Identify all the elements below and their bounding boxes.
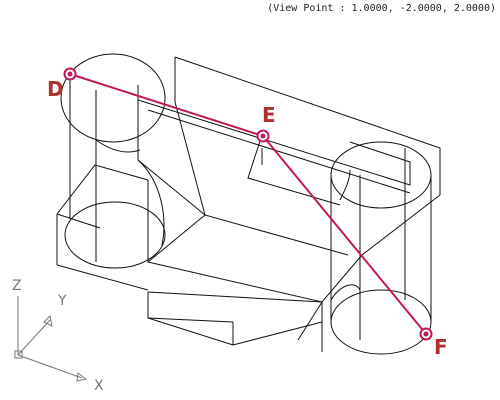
point-e-dot (260, 133, 266, 139)
point-d-label: D (47, 77, 64, 101)
ucs-y-label: Y (57, 293, 67, 309)
wire-left-cylinder-bottom (64, 201, 166, 269)
segment-e-f (262, 135, 427, 335)
ucs-y-axis (17, 319, 51, 356)
wire-left-block-top (56, 164, 149, 215)
ucs-icon: Z Y X (12, 278, 104, 394)
wire-right-arc (330, 284, 361, 301)
wire-left-cylinder-silhouette (137, 159, 165, 246)
wire-step-top (147, 254, 363, 303)
wireframe-model (56, 53, 441, 355)
view-point-readout: (View Point : 1.0000, -2.0000, 2.0000) (267, 3, 496, 14)
wire-left-block-bottom (56, 264, 149, 291)
wire-left-cylinder-inner (95, 139, 141, 153)
ucs-y-arrowhead (43, 314, 53, 327)
ucs-origin-box (14, 350, 23, 359)
point-e-label: E (262, 103, 276, 127)
wire-back-top (174, 56, 441, 195)
ucs-x-arrowhead (76, 372, 88, 382)
wire-lower-box-slope (147, 317, 234, 323)
ucs-z-label: Z (12, 278, 22, 294)
highlight-path (69, 73, 427, 335)
highlight-points: D E F (47, 67, 448, 359)
wire-lower-box-diag (297, 301, 323, 341)
ucs-x-label: X (94, 378, 104, 394)
wire-notch (247, 134, 341, 206)
ucs-x-axis (17, 354, 83, 379)
point-f-label: F (434, 335, 448, 359)
wire-right-block-edge (361, 194, 441, 256)
wire-step-front (147, 291, 323, 303)
wire-top-slot (137, 85, 411, 186)
wire-front-face (147, 180, 206, 264)
point-d-dot (67, 71, 73, 77)
point-f-dot (423, 331, 429, 337)
wire-top-slot-back (147, 109, 411, 194)
wire-left-block-top-edge (56, 213, 101, 229)
wire-right-cylinder-inner (339, 169, 351, 201)
wire-left-cylinder-top (60, 53, 166, 143)
segment-d-e (69, 73, 264, 137)
